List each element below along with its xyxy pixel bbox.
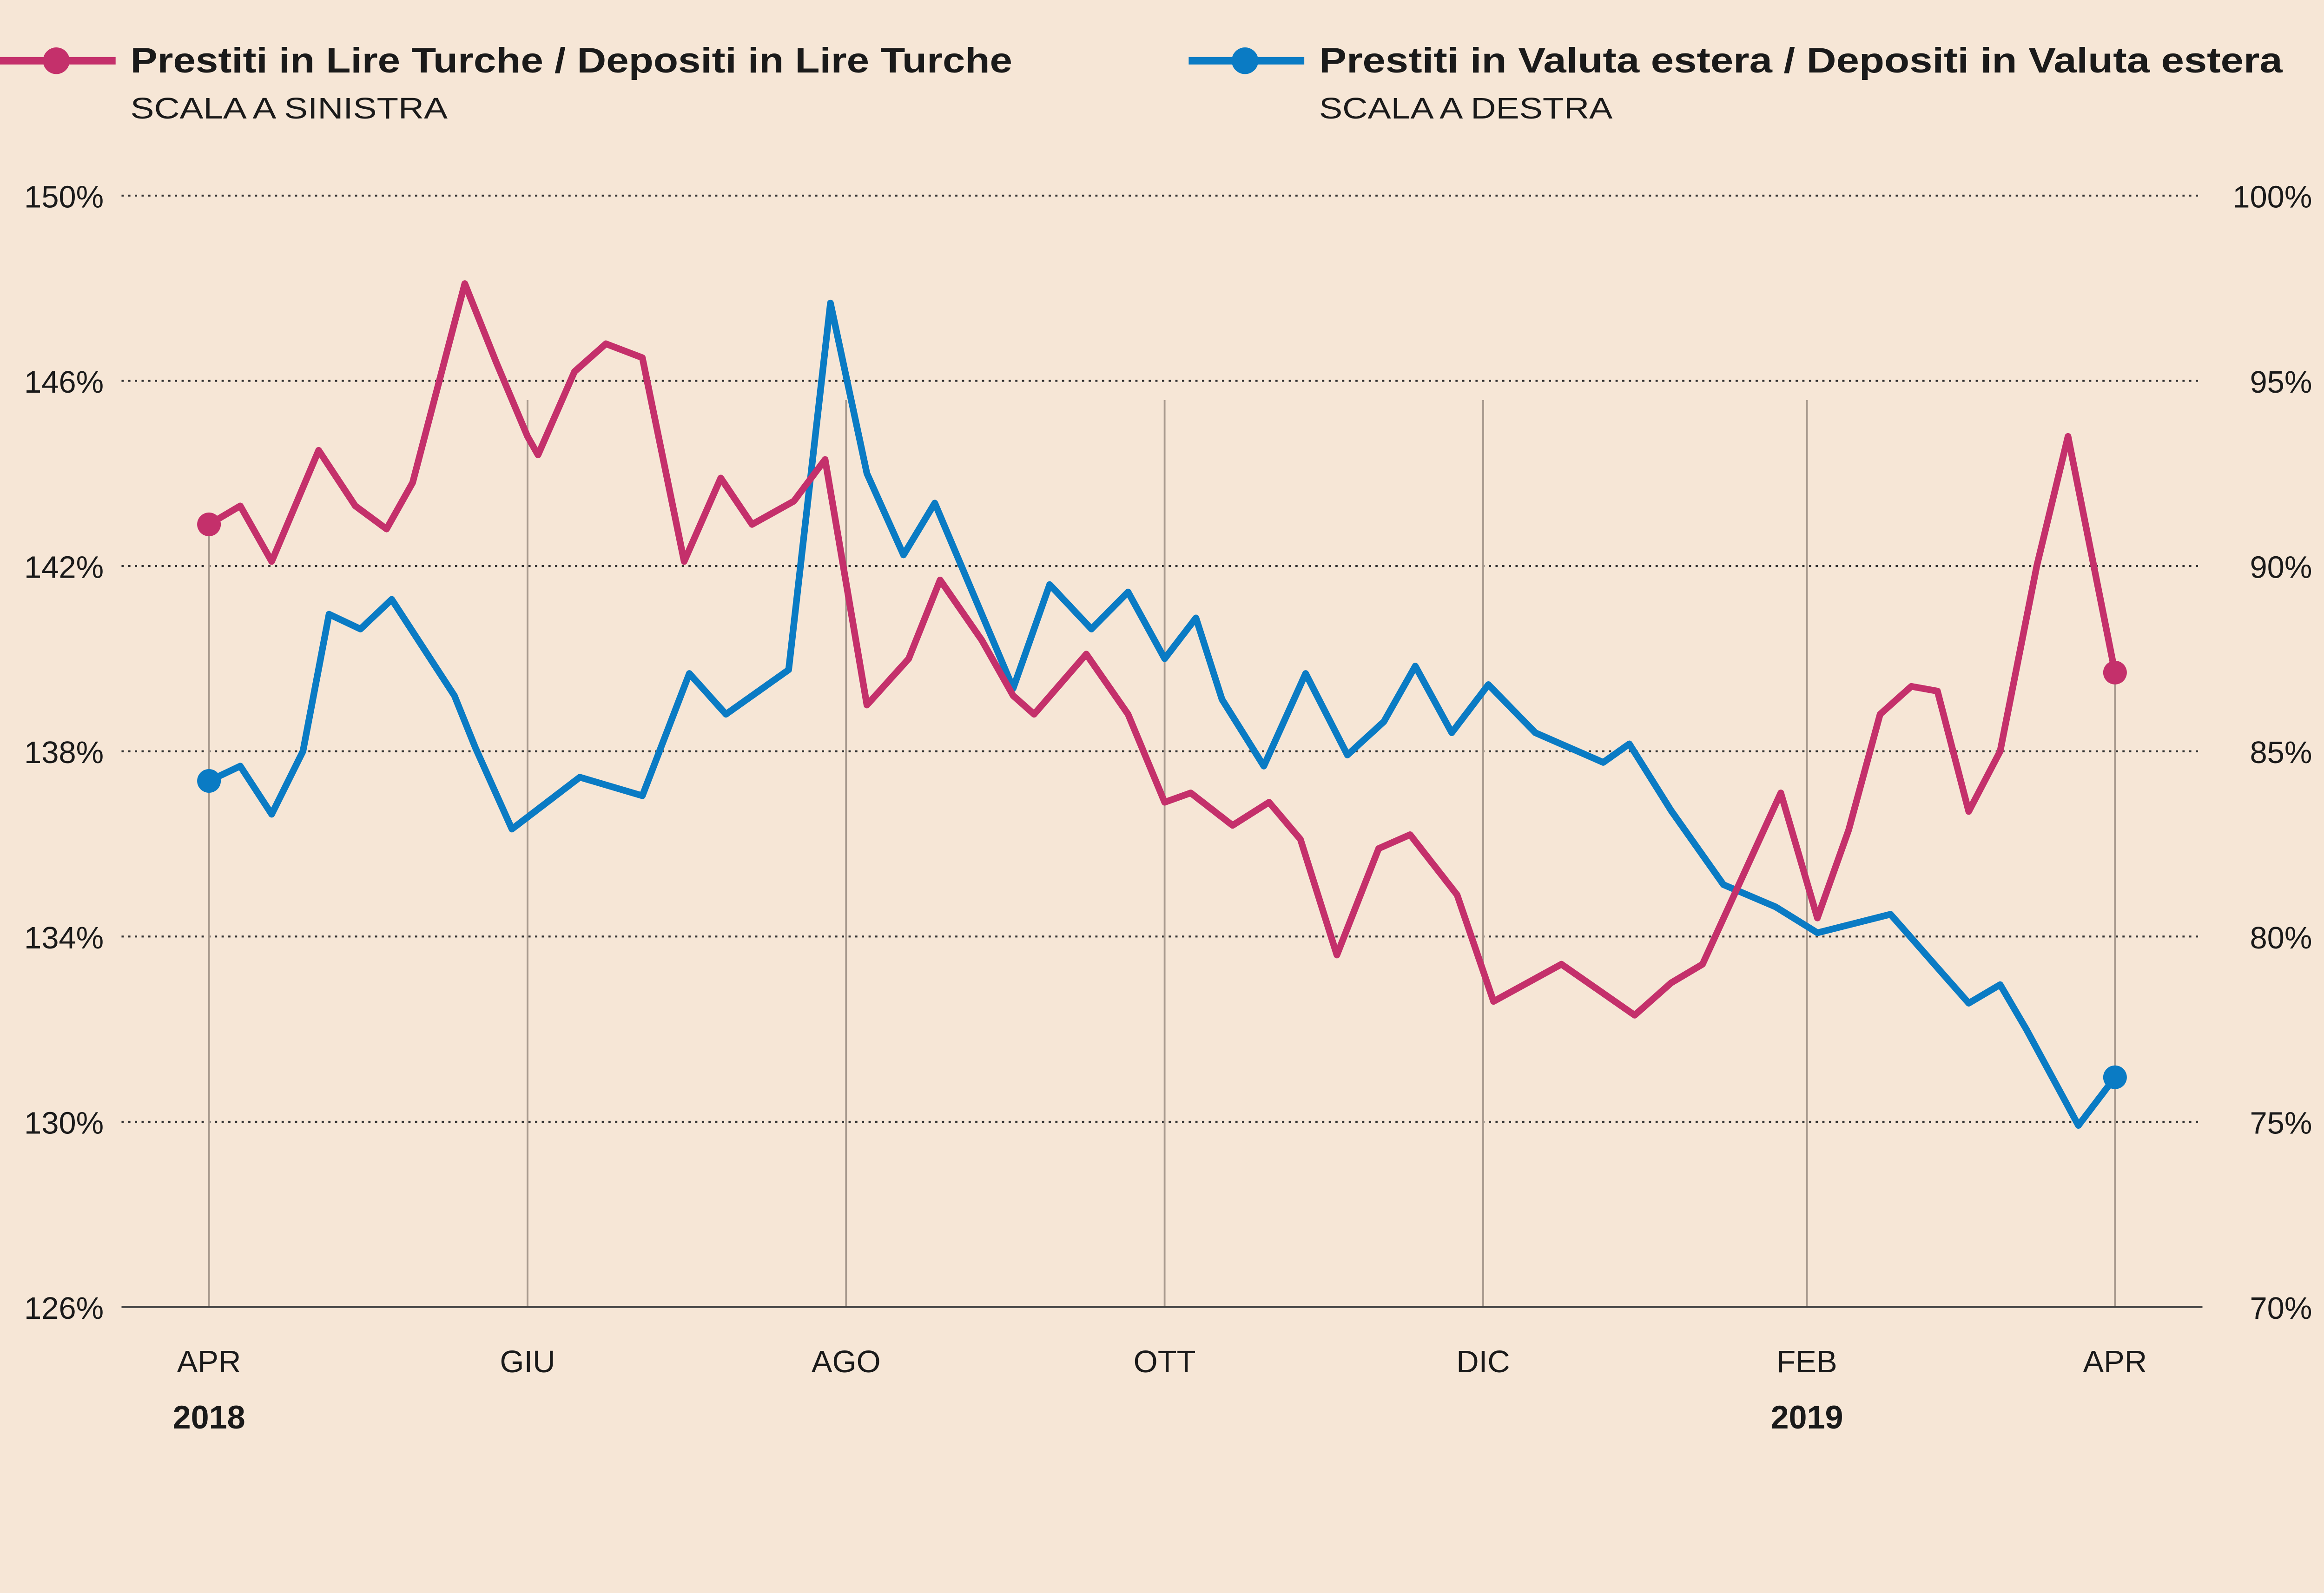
x-tick-label: APR xyxy=(2083,1344,2147,1379)
x-tick-label: GIU xyxy=(500,1344,555,1379)
legend-sub-valuta: SCALA A DESTRA xyxy=(1319,92,1613,125)
y-right-tick-label: 90% xyxy=(2250,550,2312,585)
y-right-tick-label: 100% xyxy=(2232,179,2312,214)
legend: Prestiti in Lire Turche / Depositi in Li… xyxy=(0,41,2283,125)
legend-item-valuta: Prestiti in Valuta estera / Depositi in … xyxy=(1188,41,2283,125)
legend-label-lire: Prestiti in Lire Turche / Depositi in Li… xyxy=(131,41,1012,80)
y-right-tick-label: 95% xyxy=(2250,365,2312,400)
y-left-tick-label: 142% xyxy=(24,550,104,585)
y-left-tick-label: 150% xyxy=(24,179,104,214)
y-right-tick-label: 70% xyxy=(2250,1291,2312,1326)
legend-marker-lire xyxy=(43,47,70,74)
y-right-tick-label: 75% xyxy=(2250,1106,2312,1140)
axes: 126% 130% 134% 138% 142% 146% 150% 70% 75% 80% 85%… xyxy=(24,179,2312,1435)
legend-marker-valuta xyxy=(1231,47,1259,74)
series-line-left xyxy=(207,280,2119,1019)
series xyxy=(197,280,2127,1129)
series-endpoint-right xyxy=(197,769,221,793)
chart: Prestiti in Lire Turche / Depositi in Li… xyxy=(0,0,2324,1470)
year-label: 2018 xyxy=(173,1399,245,1435)
series-endpoint-right xyxy=(2103,1065,2127,1089)
series-endpoint-left xyxy=(2103,660,2127,685)
x-tick-label: FEB xyxy=(1776,1344,1837,1379)
series-line-right xyxy=(207,299,2118,1129)
x-tick-label: OTT xyxy=(1134,1344,1196,1379)
background xyxy=(0,0,2324,1470)
x-tick-label: DIC xyxy=(1456,1344,1510,1379)
y-left-tick-label: 130% xyxy=(24,1106,104,1140)
y-left-tick-label: 126% xyxy=(24,1291,104,1326)
y-left-tick-label: 146% xyxy=(24,365,104,400)
x-tick-label: AGO xyxy=(812,1344,881,1379)
legend-sub-lire: SCALA A SINISTRA xyxy=(131,92,448,125)
legend-item-lire: Prestiti in Lire Turche / Depositi in Li… xyxy=(0,41,1012,125)
series-endpoint-left xyxy=(197,512,221,536)
y-right-tick-label: 85% xyxy=(2250,735,2312,770)
y-left-tick-label: 138% xyxy=(24,735,104,770)
x-tick-label: APR xyxy=(177,1344,241,1379)
y-left-tick-label: 134% xyxy=(24,921,104,955)
legend-label-valuta: Prestiti in Valuta estera / Depositi in … xyxy=(1319,41,2283,80)
year-label: 2019 xyxy=(1770,1399,1843,1435)
month-lines xyxy=(208,400,2116,1307)
y-right-tick-label: 80% xyxy=(2250,921,2312,955)
